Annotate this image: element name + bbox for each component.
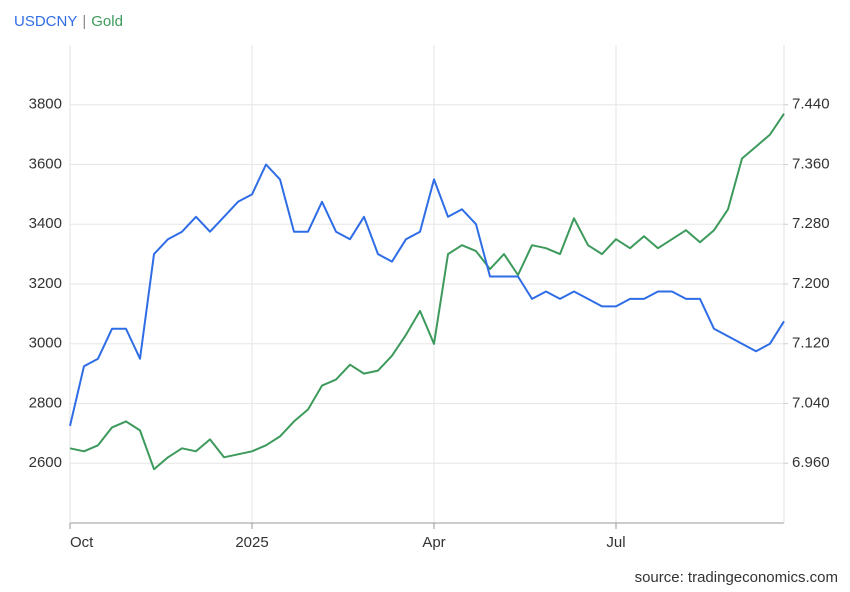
series-line (69, 163, 785, 427)
legend-separator: | (82, 13, 86, 30)
y-tick-label: 3200 (29, 275, 62, 292)
y2-tick-label: 7.280 (792, 215, 830, 232)
y-tick-label: 3600 (29, 155, 62, 172)
y-tick-label: 3400 (29, 215, 62, 232)
y2-tick-label: 6.960 (792, 454, 830, 471)
y-tick-label: 3000 (29, 335, 62, 352)
x-tick-label: 2025 (235, 534, 268, 551)
series-line (69, 113, 785, 471)
source-note: source: tradingeconomics.com (635, 569, 838, 586)
y2-tick-label: 7.440 (792, 96, 830, 113)
y2-tick-label: 7.200 (792, 275, 830, 292)
y-tick-label: 2800 (29, 394, 62, 411)
y-tick-label: 3800 (29, 96, 62, 113)
y2-tick-label: 7.360 (792, 155, 830, 172)
y-tick-label: 2600 (29, 454, 62, 471)
legend-entry: Gold (91, 13, 123, 30)
y2-tick-label: 7.120 (792, 335, 830, 352)
y2-tick-label: 7.040 (792, 394, 830, 411)
x-tick-label: Oct (70, 534, 94, 551)
x-tick-label: Jul (606, 534, 625, 551)
legend-entry: USDCNY (14, 13, 77, 30)
x-tick-label: Apr (422, 534, 445, 551)
